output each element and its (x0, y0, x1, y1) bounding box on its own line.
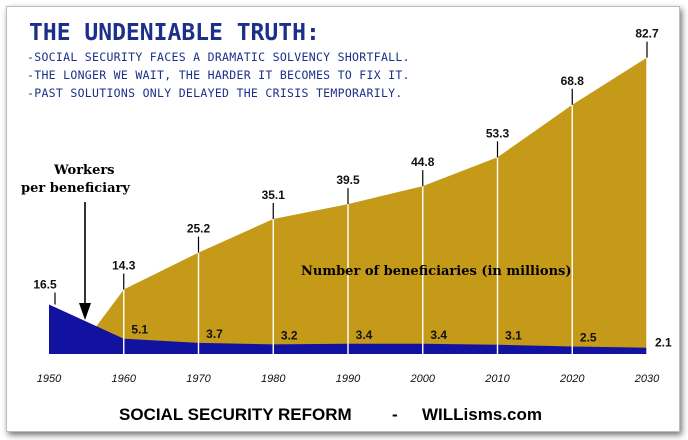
beneficiary-label-1960: 14.3 (112, 259, 136, 273)
beneficiary-label-2030: 82.7 (635, 27, 659, 41)
beneficiary-label-1980: 35.1 (262, 188, 286, 202)
workers-label-line2: per beneficiary (21, 181, 130, 196)
x-tick-1990: 1990 (336, 373, 361, 385)
beneficiary-label-2010: 53.3 (486, 126, 510, 140)
tick-label-layer: 1950 1960 1970 1980 1990 2000 2010 2020 2030 (37, 373, 660, 385)
workers-label-2010: 3.1 (505, 329, 522, 343)
beneficiary-label-1990: 39.5 (336, 173, 360, 187)
bullet-2: -THE LONGER WE WAIT, THE HARDER IT BECOM… (27, 68, 410, 82)
x-tick-1960: 1960 (112, 373, 137, 385)
workers-label-1950: 16.5 (33, 278, 57, 292)
workers-label-1980: 3.2 (281, 328, 298, 342)
workers-label-2000: 3.4 (430, 328, 447, 342)
footer-left: SOCIAL SECURITY REFORM (119, 405, 352, 424)
beneficiary-label-2020: 68.8 (561, 74, 585, 88)
workers-arrow-head (79, 303, 91, 320)
bullet-3: -PAST SOLUTIONS ONLY DELAYED THE CRISIS … (27, 86, 403, 100)
workers-label-1960: 5.1 (131, 323, 148, 337)
x-tick-1950: 1950 (37, 373, 62, 385)
chart-title: THE UNDENIABLE TRUTH: (29, 20, 320, 46)
x-tick-1970: 1970 (186, 373, 211, 385)
x-tick-1980: 1980 (261, 373, 286, 385)
beneficiaries-label: Number of beneficiaries (in millions) (301, 264, 572, 279)
chart-canvas: THE UNDENIABLE TRUTH: -SOCIAL SECURITY F… (21, 20, 672, 424)
beneficiary-label-1970: 25.2 (187, 222, 211, 236)
footer-dash: - (392, 405, 398, 424)
data-label-layer: 14.3 25.2 35.1 39.5 44.8 53.3 68.8 82.7 16.5 5.1 3… (33, 27, 672, 350)
workers-label-line1: Workers (53, 163, 115, 178)
workers-label-2020: 2.5 (580, 331, 597, 345)
workers-label-2030: 2.1 (655, 336, 672, 350)
footer-right: WILLisms.com (422, 405, 542, 424)
x-tick-2000: 2000 (410, 373, 436, 385)
x-tick-2010: 2010 (484, 373, 510, 385)
beneficiary-label-2000: 44.8 (411, 155, 435, 169)
chart-frame: THE UNDENIABLE TRUTH: -SOCIAL SECURITY F… (6, 6, 680, 432)
workers-label-1970: 3.7 (206, 327, 223, 341)
x-tick-2020: 2020 (559, 373, 585, 385)
bullet-1: -SOCIAL SECURITY FACES A DRAMATIC SOLVEN… (27, 50, 410, 64)
x-tick-2030: 2030 (634, 373, 660, 385)
workers-label-1990: 3.4 (356, 328, 373, 342)
gridline-layer (54, 41, 648, 354)
beneficiaries-area (86, 57, 647, 354)
